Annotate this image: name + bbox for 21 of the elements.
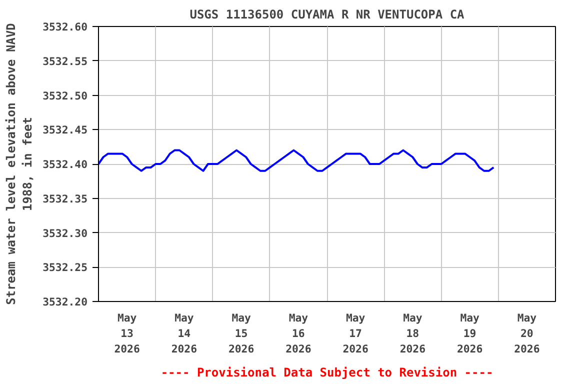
chart-title: USGS 11136500 CUYAMA R NR VENTUCOPA CA [190, 8, 466, 22]
text: ---- Provisional Data Subject to Revision ---- [160, 366, 494, 380]
y-tick-label: 3532.40 [42, 158, 88, 171]
x-tick-label: May 15 2026 [228, 312, 254, 356]
x-tick-label: May 17 2026 [342, 312, 368, 356]
y-tick-label: 3532.30 [42, 226, 88, 240]
x-tick-label: May 16 2026 [286, 312, 312, 356]
y-tick-label: 3532.20 [42, 296, 88, 308]
y-tick-label: 3532.60 [42, 20, 88, 34]
x-tick-label: May 20 2026 [514, 312, 540, 356]
x-tick-label: May 14 2026 [171, 312, 198, 356]
x-tick-label: May 19 2026 [456, 312, 483, 356]
y-axis-title: Stream water level elevation above NAVD 1988, in feet [4, 23, 35, 305]
x-tick-label: May 13 2026 [114, 312, 140, 356]
y-tick-label: 3532.35 [42, 192, 88, 206]
y-tick-label: 3532.45 [42, 124, 88, 137]
y-tick-label: 3532.55 [42, 54, 88, 68]
y-tick-label: 3532.50 [42, 89, 88, 102]
x-tick-label: May 18 2026 [400, 312, 426, 356]
y-tick-label: 3532.25 [42, 261, 88, 274]
line-series [98, 149, 495, 172]
